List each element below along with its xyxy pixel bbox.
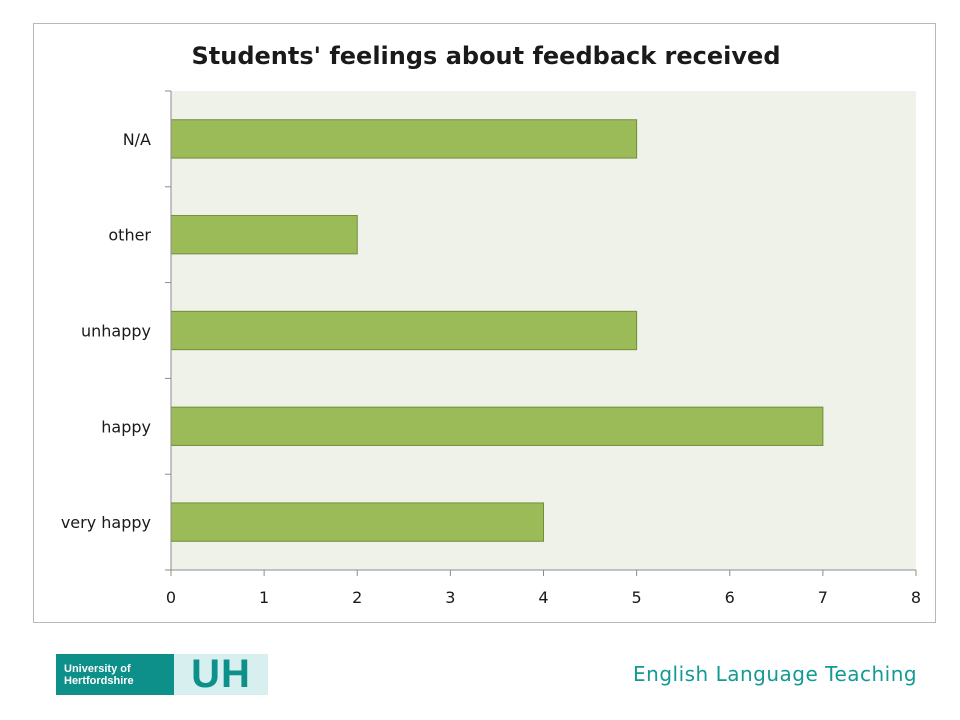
x-tick-label: 4	[538, 588, 548, 607]
chart-title: Students' feelings about feedback receiv…	[191, 42, 780, 70]
university-logo: University of Hertfordshire UH	[56, 652, 268, 696]
footer-subtitle: English Language Teaching	[633, 662, 918, 686]
bar-other	[170, 215, 358, 255]
y-tick-label: N/A	[123, 130, 151, 149]
bar-chart: Students' feelings about feedback receiv…	[61, 42, 921, 607]
y-tick-label: unhappy	[81, 322, 151, 341]
x-tick-label: 5	[632, 588, 642, 607]
logo-text-line2: Hertfordshire	[64, 674, 134, 687]
axes-layer: very happy happy unhappy other N/A 0 1 2 3 4 5 6 7 8	[61, 90, 921, 607]
bar-unhappy	[170, 310, 638, 351]
bars-layer	[170, 119, 824, 542]
bar-very-happy	[170, 502, 544, 542]
x-tick-label: 3	[445, 588, 455, 607]
x-tick-label: 1	[259, 588, 269, 607]
x-tick-label: 8	[911, 588, 921, 607]
x-tick-label: 7	[818, 588, 828, 607]
logo-mark: UH	[174, 652, 268, 696]
y-tick-label: other	[108, 226, 151, 245]
chart-frame: Students' feelings about feedback receiv…	[33, 23, 936, 623]
x-tick-label: 6	[725, 588, 735, 607]
y-tick-label: very happy	[61, 513, 151, 532]
logo-text-line1: University of	[64, 662, 131, 675]
y-tick-label: happy	[101, 417, 151, 436]
x-tick-label: 0	[166, 588, 176, 607]
bar-happy	[170, 406, 824, 446]
x-tick-label: 2	[352, 588, 362, 607]
bar-n-a	[170, 119, 638, 159]
logo-wordmark: University of Hertfordshire	[56, 663, 174, 687]
